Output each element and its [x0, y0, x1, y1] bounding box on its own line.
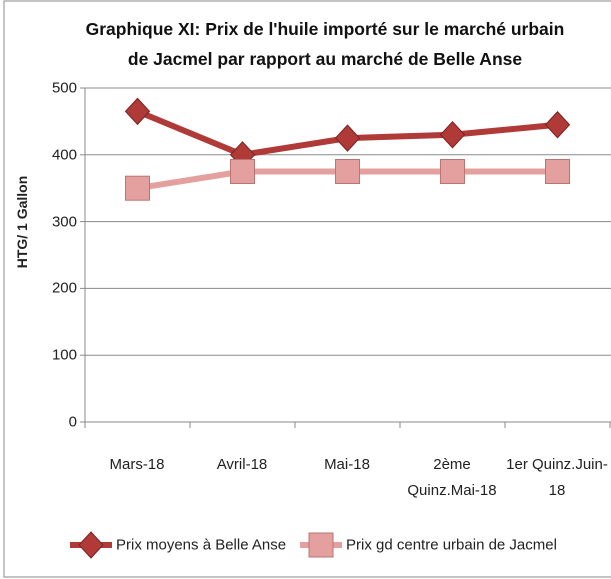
legend-label: Prix gd centre urbain de Jacmel [346, 536, 557, 554]
marker [78, 531, 104, 559]
y-tick-label: 300 [51, 213, 77, 231]
frame [3, 0, 611, 578]
marker [544, 111, 571, 139]
marker [440, 159, 465, 184]
y-tick-label: 200 [51, 279, 77, 297]
marker [230, 159, 255, 184]
marker [334, 124, 361, 152]
marker [308, 532, 334, 558]
chart-title: Graphique XI: Prix de l'huile importé su… [85, 19, 565, 69]
x-tick-label: Mars-18 [109, 456, 165, 473]
legend-label: Prix moyens à Belle Anse [116, 536, 287, 554]
x-tick-label: 1er Quinz.Juin-18 [506, 456, 608, 499]
marker [335, 159, 360, 184]
marker [545, 159, 570, 184]
x-tick-label: Mai-18 [324, 456, 370, 473]
y-tick-label: 500 [51, 79, 77, 97]
y-tick-label: 100 [51, 346, 77, 364]
marker [439, 121, 466, 149]
y-tick-label: 400 [51, 146, 77, 164]
x-tick-label: 2ème Quinz.Mai-18 [407, 456, 497, 499]
x-tick-label: Avril-18 [216, 456, 268, 473]
marker [125, 175, 150, 201]
y-tick-label: 0 [68, 413, 77, 431]
marker [124, 97, 151, 126]
